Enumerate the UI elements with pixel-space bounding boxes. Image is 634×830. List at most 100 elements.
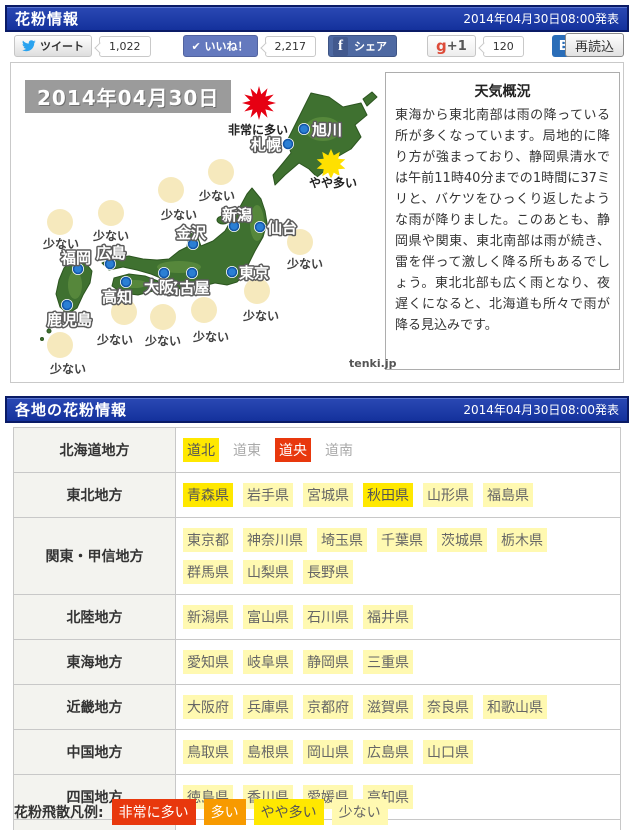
area-chip[interactable]: 東京都 [183,528,233,552]
regional-publish-date: 2014年04月30日08:00発表 [463,403,619,417]
city-dot [298,123,310,135]
city-label: 鹿児島 [47,311,92,329]
share-label: シェア [354,40,388,53]
city-dot [61,299,73,311]
city-label: 高知 [102,288,132,306]
google-plus-one-button[interactable]: g +1 [427,35,476,57]
tweet-button[interactable]: ツイート [14,35,92,57]
area-chip[interactable]: 山梨県 [243,560,293,584]
area-chip[interactable]: 愛知県 [183,650,233,674]
area-chip[interactable]: 静岡県 [303,650,353,674]
area-chip[interactable]: 岡山県 [303,740,353,764]
regional-section-header: 各地の花粉情報 2014年04月30日08:00発表 [5,396,629,423]
region-name: 東北地方 [13,472,176,518]
area-chip[interactable]: 群馬県 [183,560,233,584]
gplus-count[interactable]: 120 [482,35,524,57]
city-label: 名古屋 [164,279,209,297]
area-chip[interactable]: 茨城県 [437,528,487,552]
low-pollen-marker [244,278,270,304]
legend-chip: 少ない [331,799,388,825]
area-chip[interactable]: 岩手県 [243,483,293,507]
area-chip[interactable]: 広島県 [363,740,413,764]
area-chip[interactable]: 道南 [325,443,353,459]
main-section-header: 花粉情報 2014年04月30日08:00発表 [5,5,629,32]
region-name: 東海地方 [13,639,176,685]
area-chip[interactable]: 大阪府 [183,695,233,719]
twitter-bird-icon [22,40,36,52]
area-chip[interactable]: 富山県 [243,605,293,629]
region-areas: 新潟県 富山県 石川県 福井県 [175,594,621,640]
very-high-pollen-label: 非常に多い [228,122,288,137]
regional-pollen-table: 北海道地方 道北 道東 道央 道南 東北地方 青森県 岩手県 宮城県 秋田県 山形県 福島県 関東・甲信… [13,427,621,830]
region-name: 近畿地方 [13,684,176,730]
area-chip[interactable]: 埼玉県 [317,528,367,552]
city-label: 金沢 [175,224,207,242]
area-chip[interactable]: 鳥取県 [183,740,233,764]
area-chip[interactable]: 石川県 [303,605,353,629]
city-label: 札幌 [250,136,281,154]
city-dot [186,267,198,279]
low-pollen-label: 少ない [286,256,323,271]
area-chip[interactable]: 秋田県 [363,483,413,507]
city-dot [226,266,238,278]
tweet-label: ツイート [40,40,84,53]
area-chip[interactable]: 栃木県 [497,528,547,552]
city-label: 福岡 [60,249,91,267]
city-dot [158,267,170,279]
area-chip[interactable]: 神奈川県 [243,528,307,552]
area-chip[interactable]: 京都府 [303,695,353,719]
region-name: 北陸地方 [13,594,176,640]
area-chip[interactable]: 道央 [275,438,311,462]
weather-summary-box: 天気概況 東海から東北南部は雨の降っている所が多くなっています。局地的に降り方が… [385,72,620,370]
city-label: 広島 [96,244,126,262]
low-pollen-marker [111,299,137,325]
legend-chip: やや多い [253,799,324,825]
very-high-pollen-burst-icon [242,86,276,120]
area-chip[interactable]: 新潟県 [183,605,233,629]
low-pollen-marker [158,177,184,203]
facebook-f-icon: f [333,36,349,56]
area-chip[interactable]: 兵庫県 [243,695,293,719]
weather-summary-title: 天気概況 [474,84,531,100]
page-title: 花粉情報 [15,10,80,28]
low-pollen-label: 少ない [144,333,181,348]
area-chip[interactable]: 山口県 [423,740,473,764]
area-chip[interactable]: 長野県 [303,560,353,584]
low-pollen-label: 少ない [160,207,197,222]
area-chip[interactable]: 道北 [183,438,219,462]
weather-summary-text: 東海から東北南部は雨の降っている所が多くなっています。局地的に降り方が強まってお… [395,108,610,333]
area-chip[interactable]: 奈良県 [423,695,473,719]
area-chip[interactable]: 道東 [233,443,261,459]
like-count[interactable]: 2,217 [264,35,317,57]
facebook-like-button[interactable]: ✔ いいね！ [182,35,258,57]
area-chip[interactable]: 青森県 [183,483,233,507]
region-name: 北海道地方 [13,427,176,473]
city-label: 新潟 [222,206,252,224]
city-dot [254,221,266,233]
area-chip[interactable]: 三重県 [363,650,413,674]
area-chip[interactable]: 滋賀県 [363,695,413,719]
tweet-count[interactable]: 1,022 [99,35,151,57]
google-g-icon: g [436,37,447,55]
area-chip[interactable]: 岐阜県 [243,650,293,674]
city-dot [104,258,116,270]
like-label: ✔ いいね！ [191,40,249,53]
pollen-legend: 花粉飛散凡例: 非常に多い 多い やや多い 少ない [14,799,396,825]
area-chip[interactable]: 福島県 [483,483,533,507]
city-dot [228,220,240,232]
area-chip[interactable]: 和歌山県 [483,695,547,719]
area-chip[interactable]: 山形県 [423,483,473,507]
low-pollen-marker [98,200,124,226]
facebook-share-button[interactable]: f シェア [328,35,398,57]
low-pollen-marker [287,229,313,255]
reload-button[interactable]: 再読込 [564,33,624,57]
area-chip[interactable]: 島根県 [243,740,293,764]
city-label: 旭川 [311,121,342,139]
low-pollen-marker [47,209,73,235]
area-chip[interactable]: 千葉県 [377,528,427,552]
area-chip[interactable]: 宮城県 [303,483,353,507]
area-chip[interactable]: 福井県 [363,605,413,629]
city-label: 仙台 [267,219,297,237]
